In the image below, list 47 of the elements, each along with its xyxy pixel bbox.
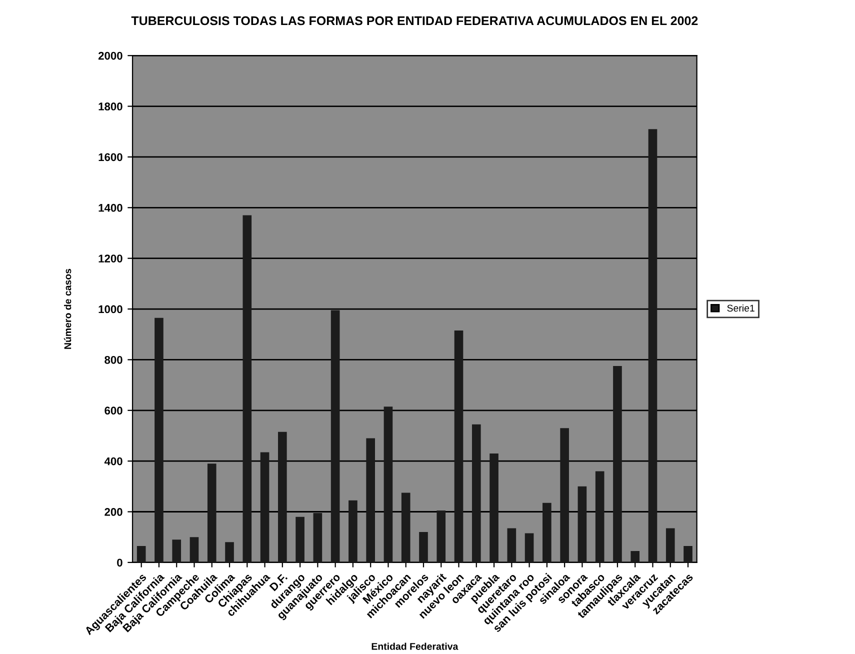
bar <box>313 513 322 562</box>
bar <box>684 546 692 562</box>
bar <box>666 528 675 562</box>
bar <box>330 310 340 562</box>
legend-label: Serie1 <box>727 304 754 312</box>
chart-title: TUBERCULOSIS TODAS LAS FORMAS POR ENTIDAD FEDERATIVA ACUMULADOS EN EL 2002 <box>131 16 698 26</box>
bar <box>595 471 604 562</box>
bar <box>154 318 164 562</box>
bar <box>613 366 622 562</box>
bar <box>172 540 182 562</box>
y-tick-label: 200 <box>104 508 122 516</box>
bar <box>225 542 234 562</box>
bar <box>542 502 552 562</box>
bar <box>490 453 498 562</box>
bar <box>260 452 270 562</box>
bar <box>401 492 410 562</box>
bar <box>384 406 393 562</box>
bar <box>578 486 587 562</box>
y-tick-label: 1600 <box>98 153 122 162</box>
y-tick-label: 800 <box>104 356 122 364</box>
y-tick-label: 400 <box>104 457 122 466</box>
bar <box>507 528 516 562</box>
bar <box>136 546 146 562</box>
bar <box>278 432 287 562</box>
bar <box>560 428 569 562</box>
bar <box>366 438 375 562</box>
bar <box>454 330 464 562</box>
y-tick-label: 0 <box>117 558 122 567</box>
y-tick-label: 2000 <box>98 52 122 60</box>
bar <box>524 533 534 562</box>
bar <box>419 532 428 562</box>
bar <box>296 516 304 562</box>
bar <box>348 500 358 562</box>
bar <box>190 537 199 562</box>
bar <box>472 424 481 562</box>
y-tick-label: 1800 <box>98 102 122 110</box>
bar <box>207 464 216 562</box>
x-axis-title: Entidad Federativa <box>372 642 458 650</box>
y-tick-label: 600 <box>104 406 122 415</box>
bar <box>436 510 446 562</box>
y-tick-label: 1400 <box>98 204 122 212</box>
bar <box>242 215 252 562</box>
y-axis-title: Número de casos <box>64 268 72 349</box>
bar <box>630 551 640 562</box>
y-tick-label: 1000 <box>98 305 122 314</box>
y-tick-label: 1200 <box>98 254 122 262</box>
bar <box>648 129 658 562</box>
